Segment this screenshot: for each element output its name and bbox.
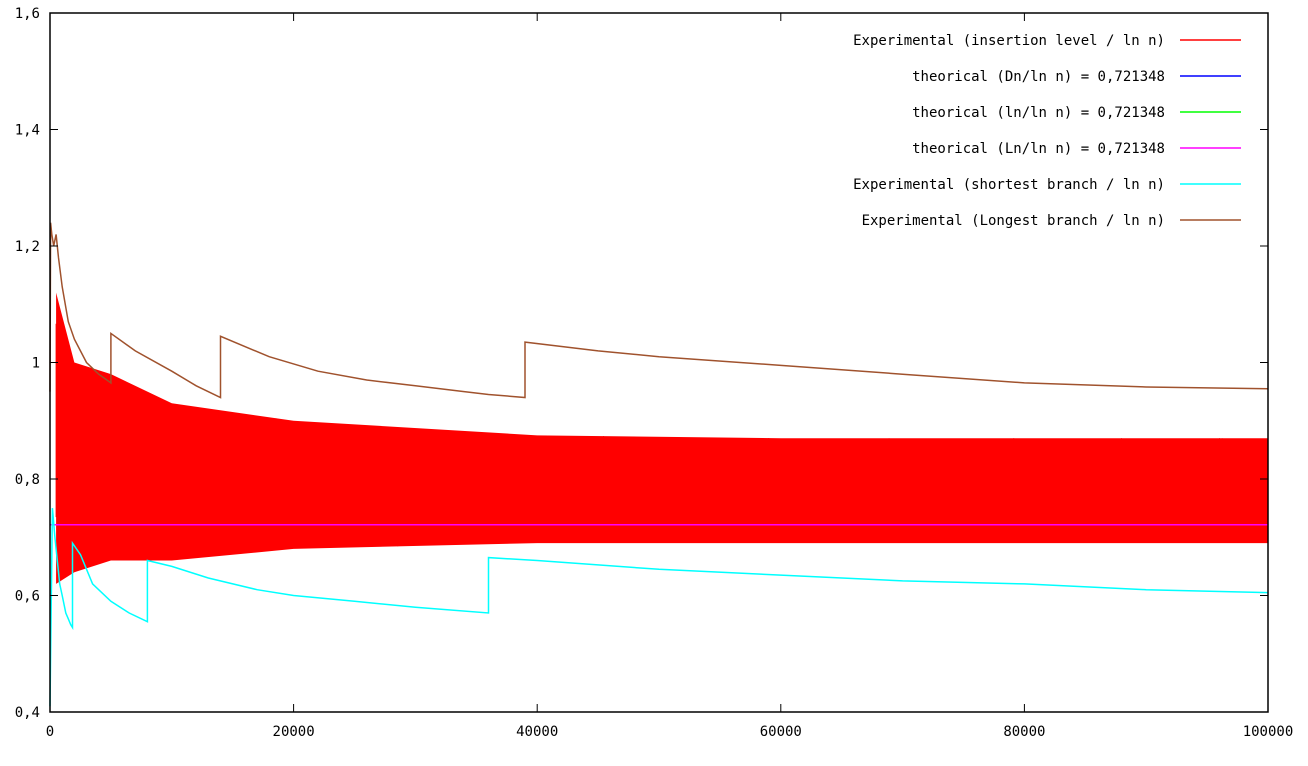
y-tick-label-2: 0,8 (15, 472, 40, 488)
legend-label-1: theorical (Dn/ln n) = 0,721348 (912, 69, 1165, 85)
legend: Experimental (insertion level / ln n) the… (853, 33, 1241, 229)
y-tick-label-0: 0,4 (15, 705, 40, 721)
axis-ticks-layer: 0 20000 40000 60000 80000 100000 0,4 0,6 0,8 1 1,2… (15, 6, 1294, 740)
x-tick-label-0: 0 (46, 724, 54, 740)
y-tick-label-5: 1,4 (15, 123, 40, 139)
plot-data-layer (49, 222, 1269, 707)
series-4-line (49, 508, 1269, 707)
legend-label-3: theorical (Ln/ln n) = 0,721348 (912, 141, 1165, 157)
series-5-line (49, 222, 1269, 399)
legend-label-5: Experimental (Longest branch / ln n) (862, 213, 1165, 229)
y-tick-label-1: 0,6 (15, 589, 40, 605)
legend-label-2: theorical (ln/ln n) = 0,721348 (912, 105, 1165, 121)
x-tick-label-4: 80000 (1003, 724, 1045, 740)
y-tick-label-4: 1,2 (15, 239, 40, 255)
y-tick-label-6: 1,6 (15, 6, 40, 22)
x-tick-label-2: 40000 (516, 724, 558, 740)
y-tick-label-3: 1 (32, 356, 40, 372)
x-tick-label-5: 100000 (1243, 724, 1294, 740)
legend-label-0: Experimental (insertion level / ln n) (853, 33, 1165, 49)
x-tick-label-1: 20000 (273, 724, 315, 740)
series-0-line (55, 323, 1268, 567)
legend-label-4: Experimental (shortest branch / ln n) (853, 177, 1165, 193)
x-tick-label-3: 60000 (760, 724, 802, 740)
